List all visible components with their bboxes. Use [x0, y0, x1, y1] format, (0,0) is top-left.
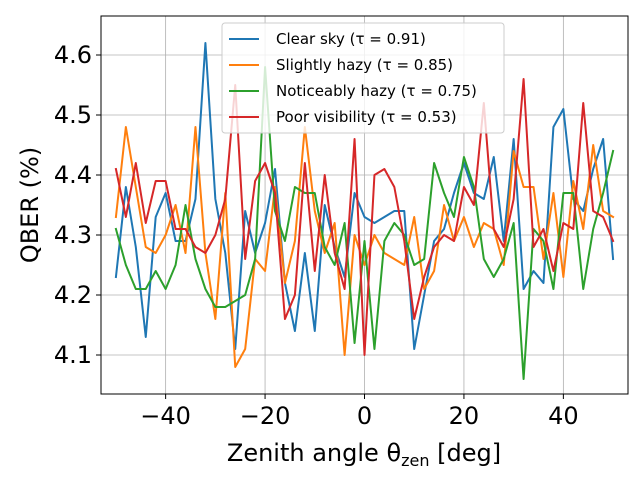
series-line-3	[114, 66, 615, 380]
series-group	[114, 42, 615, 380]
y-tick-label: 4.4	[54, 161, 92, 189]
y-tick-label: 4.2	[54, 281, 92, 309]
legend-label-2: Slightly hazy (τ = 0.85)	[276, 56, 453, 74]
x-tick-label: 20	[449, 402, 480, 430]
y-tick-label: 4.1	[54, 341, 92, 369]
y-axis-label: QBER (%)	[16, 147, 44, 263]
y-tick-label: 4.5	[54, 101, 92, 129]
x-tick-label: 0	[357, 402, 372, 430]
legend-label-1: Clear sky (τ = 0.91)	[276, 30, 426, 48]
legend-box	[221, 22, 505, 134]
legend-label-4: Poor visibility (τ = 0.53)	[276, 108, 457, 126]
x-axis-label: Zenith angle θzen [deg]	[227, 439, 501, 470]
y-tick-label: 4.6	[54, 41, 92, 69]
x-tick-label: −20	[240, 402, 291, 430]
x-tick-label: 40	[548, 402, 579, 430]
x-axis: −40 −20 0 20 40	[140, 394, 579, 430]
legend: Clear sky (τ = 0.91) Slightly hazy (τ = 0…	[221, 22, 505, 134]
y-axis: 4.1 4.2 4.3 4.4 4.5 4.6	[54, 41, 101, 369]
series-line-4	[114, 78, 615, 356]
y-tick-label: 4.3	[54, 221, 92, 249]
legend-label-3: Noticeably hazy (τ = 0.75)	[276, 82, 477, 100]
x-tick-label: −40	[140, 402, 191, 430]
